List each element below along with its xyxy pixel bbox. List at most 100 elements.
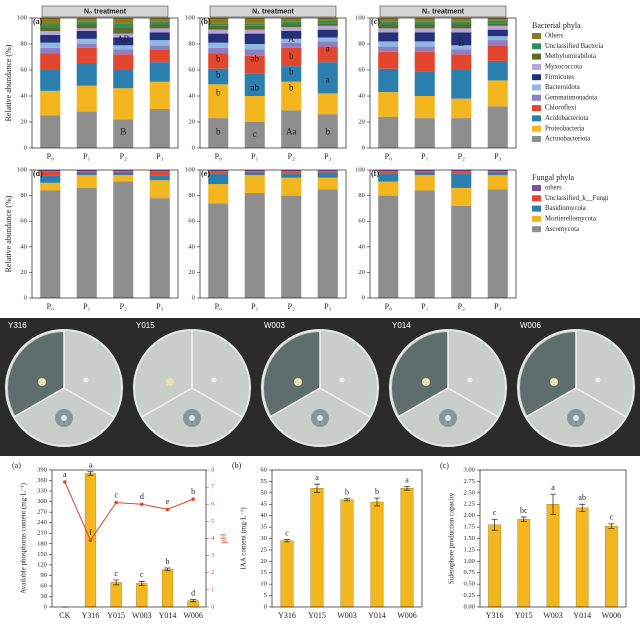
y2-tick-label: 1: [211, 586, 214, 593]
annotation: c: [253, 129, 257, 139]
bar-segment: [40, 42, 61, 48]
x-tick-label: Y316: [82, 611, 100, 620]
legend-label: Firmicutes: [545, 74, 574, 81]
significance-letter: c: [493, 508, 497, 517]
y-tick-label: 100: [355, 14, 365, 21]
halo-center: [573, 415, 579, 421]
legend-swatch: [532, 226, 541, 233]
bar-segment: [317, 46, 338, 63]
y-tick-label: 30: [260, 535, 267, 542]
x-tick-label: Y316: [486, 611, 504, 620]
bar-segment: [451, 18, 472, 22]
plot-frame: [479, 469, 627, 608]
bar-segment: [208, 18, 229, 24]
bar-segment: [244, 23, 265, 26]
annotation: b: [216, 87, 221, 97]
colony: [294, 378, 302, 386]
bar-segment: [378, 32, 399, 42]
legend-swatch: [532, 33, 541, 39]
bar-segment: [451, 173, 472, 188]
panel-label: (c): [440, 461, 449, 470]
x-tick-label: P₂: [288, 152, 295, 161]
plot-frame: [199, 169, 347, 299]
bar-segment: [208, 171, 229, 174]
bar-segment: [113, 181, 134, 298]
line-marker: [63, 480, 67, 484]
bar-segment: [40, 190, 61, 298]
bar-segment: [244, 29, 265, 34]
colony: [422, 378, 430, 386]
legend-swatch: [532, 94, 541, 101]
bar-segment: [113, 171, 134, 173]
significance-letter: a: [63, 470, 67, 479]
y-axis-label: Available phosphorus content (mg·L⁻¹): [20, 482, 28, 594]
y-axis-label: Relative abundance (%): [4, 44, 13, 121]
bar: [280, 540, 294, 608]
y-axis-label: Siderophore production capacity: [448, 492, 456, 584]
y-tick-label: 20: [188, 118, 195, 125]
annotation: a: [326, 43, 330, 53]
x-tick-label: P₁: [83, 152, 90, 161]
bar-segment: [76, 170, 97, 172]
panel-label: (a): [33, 17, 43, 26]
y-tick-label: 60: [358, 218, 365, 225]
bar-segment: [487, 80, 508, 107]
x-tick-label: P₁: [421, 302, 428, 311]
y-tick-label: 0: [362, 144, 365, 151]
bar-segment: [149, 171, 170, 176]
y-tick-label: 55: [260, 478, 267, 485]
x-tick-label: P₃: [324, 152, 331, 161]
legend-swatch: [532, 84, 541, 91]
y2-tick-label: 2: [211, 569, 214, 576]
panel-label: (c): [371, 17, 380, 26]
bar-segment: [317, 41, 338, 47]
bar-segment: [414, 32, 435, 42]
error-bar: [579, 503, 586, 512]
bar: [400, 488, 414, 608]
y-tick-label: 80: [20, 40, 27, 47]
bar-segment: [378, 171, 399, 174]
bar-segment: [487, 189, 508, 298]
bar-segment: [281, 173, 302, 178]
strain-label: Y015: [136, 321, 155, 330]
x-tick-label: P₁: [251, 302, 258, 311]
legend-label: others: [545, 185, 562, 192]
y-tick-label: 120: [37, 561, 47, 568]
legend-swatch: [532, 63, 541, 70]
legend-label: Unclassified Bacteria: [545, 43, 603, 50]
dark-sector: [8, 332, 64, 416]
error-bar: [190, 599, 197, 603]
y2-tick-label: 0: [211, 603, 214, 610]
bar-segment: [76, 85, 97, 112]
significance-letter: ab: [578, 493, 586, 502]
annotation: A: [288, 34, 295, 44]
x-tick-label: CK: [59, 611, 70, 620]
y-tick-label: 2.25: [464, 501, 475, 508]
x-tick-label: W003: [337, 611, 357, 620]
bar-segment: [149, 28, 170, 33]
bar-segment: [317, 171, 338, 173]
bar-segment: [317, 177, 338, 190]
x-tick-label: P₁: [251, 152, 258, 161]
bar-segment: [414, 190, 435, 298]
bar: [517, 519, 531, 608]
significance-letter: c: [610, 513, 614, 522]
bar-segment: [451, 205, 472, 298]
y-tick-label: 5: [264, 592, 267, 599]
y-tick-label: 0: [192, 144, 195, 151]
error-bar: [520, 516, 527, 522]
halo-center: [317, 415, 323, 421]
bar-segment: [487, 45, 508, 61]
bar: [340, 499, 354, 608]
plot-frame: [369, 17, 517, 149]
bar-segment: [414, 175, 435, 191]
x-tick-label: P₁: [83, 302, 90, 311]
bar-segment: [378, 181, 399, 196]
x-tick-label: P₀: [47, 302, 54, 311]
significance-letter: c: [140, 570, 144, 579]
y-tick-label: 60: [40, 582, 47, 589]
significance-letter: b: [191, 487, 195, 496]
significance-letter: a: [89, 461, 93, 470]
y-tick-label: 180: [37, 540, 47, 547]
dish-divider: [13, 387, 65, 418]
